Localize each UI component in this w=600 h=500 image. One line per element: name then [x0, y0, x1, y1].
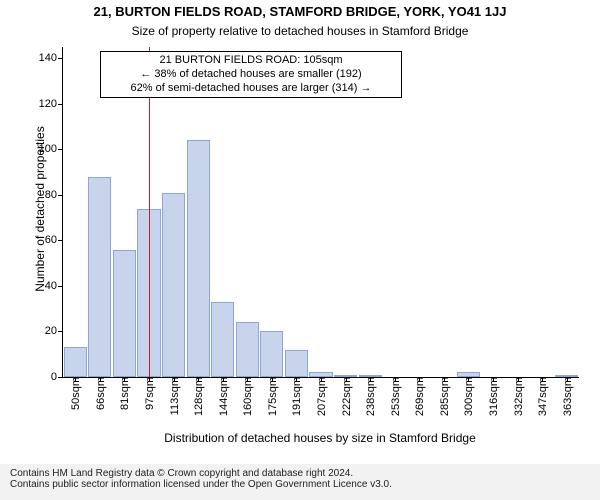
histogram-bar [211, 302, 234, 377]
y-tick-label: 40 [45, 280, 63, 292]
histogram-bar [187, 140, 210, 377]
histogram-bar [334, 375, 357, 377]
footer-attribution: Contains HM Land Registry data © Crown c… [0, 464, 600, 500]
footer-line-1: Contains HM Land Registry data © Crown c… [10, 468, 590, 479]
x-tick-label: 97sqm [142, 377, 156, 410]
y-tick-label: 60 [45, 234, 63, 246]
histogram-bar [113, 250, 136, 377]
x-tick-label: 269sqm [412, 377, 426, 416]
y-tick-label: 20 [45, 325, 63, 337]
y-tick-label: 0 [51, 371, 63, 383]
x-tick-label: 253sqm [388, 377, 402, 416]
x-tick-label: 160sqm [240, 377, 254, 416]
x-tick-label: 207sqm [314, 377, 328, 416]
x-tick-label: 81sqm [117, 377, 131, 410]
x-tick-label: 316sqm [486, 377, 500, 416]
annotation-box: 21 BURTON FIELDS ROAD: 105sqm ← 38% of d… [100, 51, 402, 98]
x-tick-label: 238sqm [363, 377, 377, 416]
histogram-bar [162, 193, 185, 377]
x-tick-label: 363sqm [560, 377, 574, 416]
x-tick-label: 222sqm [339, 377, 353, 416]
histogram-bar [88, 177, 111, 377]
annotation-line-3: 62% of semi-detached houses are larger (… [101, 82, 401, 96]
x-tick-label: 332sqm [511, 377, 525, 416]
x-tick-label: 347sqm [535, 377, 549, 416]
annotation-line-1: 21 BURTON FIELDS ROAD: 105sqm [101, 54, 401, 68]
x-axis-label: Distribution of detached houses by size … [62, 431, 578, 445]
chart-title-main: 21, BURTON FIELDS ROAD, STAMFORD BRIDGE,… [0, 4, 600, 19]
chart-title-sub: Size of property relative to detached ho… [0, 24, 600, 38]
histogram-bar [555, 375, 578, 377]
histogram-bar [285, 350, 308, 377]
x-tick-label: 128sqm [191, 377, 205, 416]
x-tick-label: 175sqm [265, 377, 279, 416]
x-tick-label: 144sqm [216, 377, 230, 416]
histogram-bar [236, 322, 259, 377]
y-tick-label: 80 [45, 189, 63, 201]
histogram-bar [457, 372, 480, 377]
histogram-bar [309, 372, 332, 377]
annotation-line-2: ← 38% of detached houses are smaller (19… [101, 68, 401, 82]
histogram-bar [359, 375, 382, 377]
x-tick-label: 285sqm [437, 377, 451, 416]
x-tick-label: 300sqm [461, 377, 475, 416]
histogram-bar [260, 331, 283, 377]
histogram-bar [64, 347, 87, 377]
x-tick-label: 191sqm [289, 377, 303, 416]
x-tick-label: 50sqm [68, 377, 82, 410]
x-tick-label: 66sqm [93, 377, 107, 410]
footer-line-2: Contains public sector information licen… [10, 479, 590, 490]
x-tick-label: 113sqm [167, 377, 181, 415]
y-axis-label: Number of detached properties [33, 44, 47, 374]
chart-container: 21, BURTON FIELDS ROAD, STAMFORD BRIDGE,… [0, 0, 600, 500]
